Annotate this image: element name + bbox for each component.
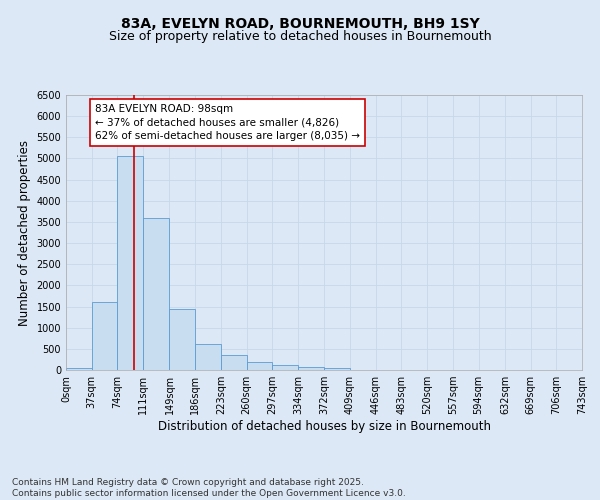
Bar [325, 368, 350, 370]
Bar [247, 362, 272, 370]
Bar [143, 218, 169, 370]
Bar [92, 302, 118, 370]
Bar [272, 365, 298, 370]
Bar [66, 368, 92, 370]
Text: Contains HM Land Registry data © Crown copyright and database right 2025.
Contai: Contains HM Land Registry data © Crown c… [12, 478, 406, 498]
Bar [169, 308, 195, 370]
Bar [221, 355, 247, 370]
Bar [118, 156, 143, 370]
Text: 83A, EVELYN ROAD, BOURNEMOUTH, BH9 1SY: 83A, EVELYN ROAD, BOURNEMOUTH, BH9 1SY [121, 18, 479, 32]
Y-axis label: Number of detached properties: Number of detached properties [18, 140, 31, 326]
Bar [298, 366, 325, 370]
Text: 83A EVELYN ROAD: 98sqm
← 37% of detached houses are smaller (4,826)
62% of semi-: 83A EVELYN ROAD: 98sqm ← 37% of detached… [95, 104, 360, 141]
Text: Size of property relative to detached houses in Bournemouth: Size of property relative to detached ho… [109, 30, 491, 43]
Bar [195, 344, 221, 370]
X-axis label: Distribution of detached houses by size in Bournemouth: Distribution of detached houses by size … [157, 420, 491, 433]
